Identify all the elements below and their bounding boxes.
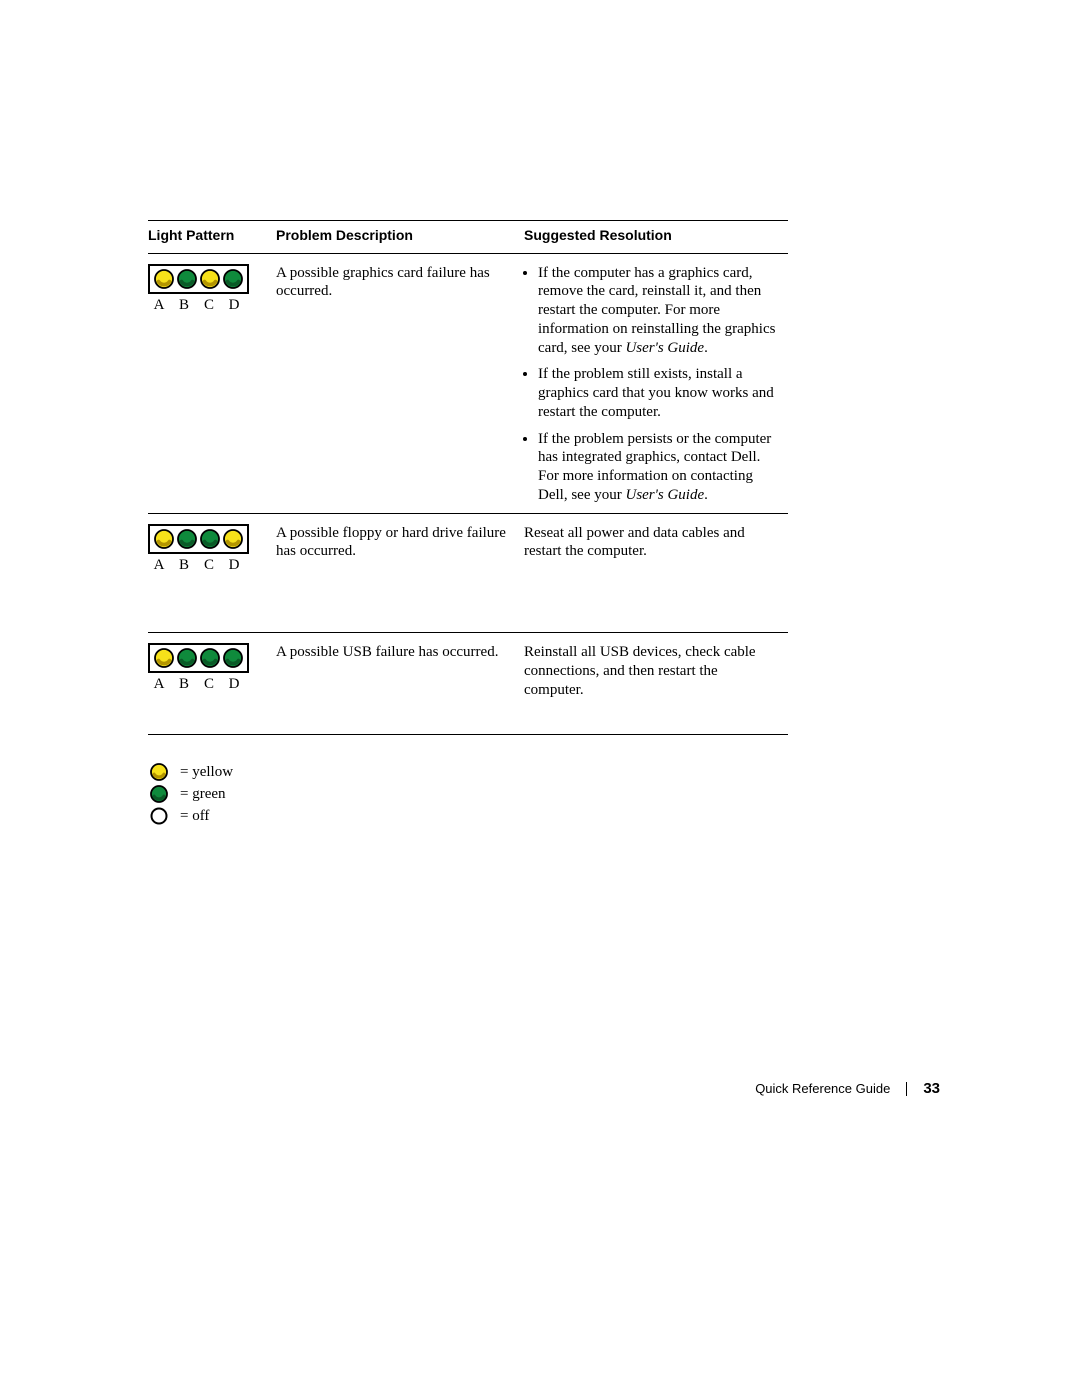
legend-row: = green bbox=[148, 785, 788, 803]
green-led-icon bbox=[200, 648, 220, 668]
footer-separator bbox=[906, 1082, 907, 1096]
problem-description: A possible floppy or hard drive failure … bbox=[276, 513, 524, 633]
pattern-label: A bbox=[148, 556, 170, 575]
light-pattern: ABCD bbox=[148, 264, 249, 315]
pattern-label: C bbox=[198, 296, 220, 315]
yellow-led-icon bbox=[148, 763, 170, 781]
problem-description: A possible USB failure has occurred. bbox=[276, 633, 524, 735]
green-led-icon bbox=[223, 269, 243, 289]
legend-row: = yellow bbox=[148, 763, 788, 781]
green-led-icon bbox=[177, 529, 197, 549]
resolution-item: If the problem still exists, install a g… bbox=[538, 365, 780, 421]
yellow-led-icon bbox=[154, 648, 174, 668]
yellow-led-icon bbox=[154, 269, 174, 289]
green-led-icon bbox=[200, 529, 220, 549]
legend: = yellow = green = off bbox=[148, 763, 788, 825]
pattern-label: C bbox=[198, 556, 220, 575]
pattern-label: D bbox=[223, 296, 245, 315]
resolution-item: If the computer has a graphics card, rem… bbox=[538, 264, 780, 358]
pattern-label: B bbox=[173, 675, 195, 694]
table-row: ABCD A possible graphics card failure has… bbox=[148, 253, 788, 513]
problem-description: A possible graphics card failure has occ… bbox=[276, 253, 524, 513]
col-header-pattern: Light Pattern bbox=[148, 221, 276, 254]
suggested-resolution: If the computer has a graphics card, rem… bbox=[524, 253, 788, 513]
suggested-resolution: Reinstall all USB devices, check cable c… bbox=[524, 633, 788, 735]
col-header-desc: Problem Description bbox=[276, 221, 524, 254]
legend-label: = yellow bbox=[180, 764, 233, 781]
page-footer: Quick Reference Guide 33 bbox=[755, 1080, 940, 1097]
suggested-resolution: Reseat all power and data cables and res… bbox=[524, 513, 788, 633]
yellow-led-icon bbox=[154, 529, 174, 549]
yellow-led-icon bbox=[223, 529, 243, 549]
col-header-res: Suggested Resolution bbox=[524, 221, 788, 254]
pattern-label: B bbox=[173, 296, 195, 315]
resolution-item: If the problem persists or the computer … bbox=[538, 430, 780, 505]
legend-row: = off bbox=[148, 807, 788, 825]
legend-label: = off bbox=[180, 808, 209, 825]
diagnostic-lights-table: Light Pattern Problem Description Sugges… bbox=[148, 220, 788, 735]
light-pattern: ABCD bbox=[148, 643, 249, 694]
pattern-label: D bbox=[223, 675, 245, 694]
footer-title: Quick Reference Guide bbox=[755, 1081, 890, 1096]
green-led-icon bbox=[177, 269, 197, 289]
green-led-icon bbox=[148, 785, 170, 803]
footer-page-number: 33 bbox=[923, 1080, 940, 1097]
pattern-label: B bbox=[173, 556, 195, 575]
pattern-label: A bbox=[148, 675, 170, 694]
table-row: ABCD A possible floppy or hard drive fail… bbox=[148, 513, 788, 633]
table-row: ABCD A possible USB failure has occurred.… bbox=[148, 633, 788, 735]
green-led-icon bbox=[223, 648, 243, 668]
legend-label: = green bbox=[180, 786, 226, 803]
green-led-icon bbox=[177, 648, 197, 668]
yellow-led-icon bbox=[200, 269, 220, 289]
pattern-label: D bbox=[223, 556, 245, 575]
pattern-label: A bbox=[148, 296, 170, 315]
pattern-label: C bbox=[198, 675, 220, 694]
light-pattern: ABCD bbox=[148, 524, 249, 575]
off-led-icon bbox=[148, 807, 170, 825]
